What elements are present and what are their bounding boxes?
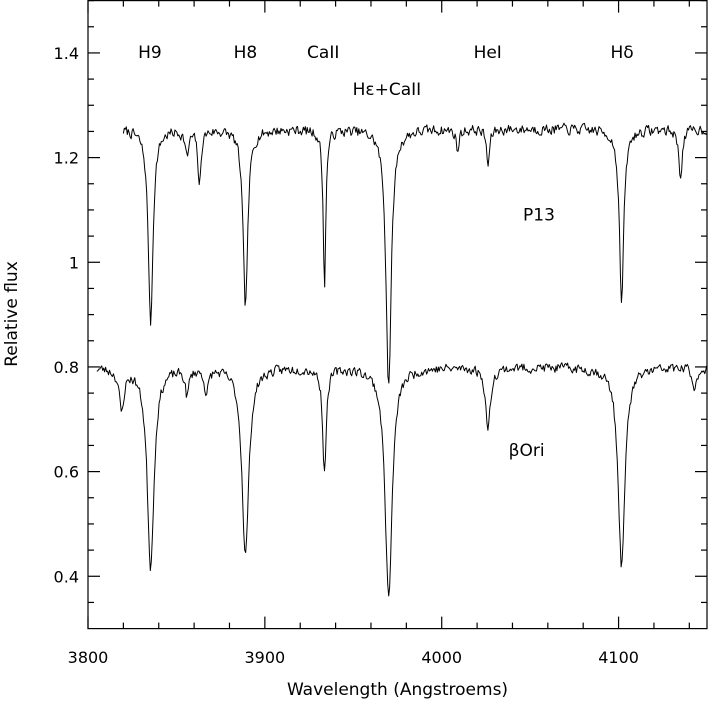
y-tick-label: 1.4 — [54, 44, 79, 63]
x-tick-label: 3900 — [244, 648, 285, 667]
spectrum-label: P13 — [523, 205, 555, 225]
spectrum-line — [96, 362, 708, 597]
spectral-line-label: H9 — [138, 43, 162, 63]
x-tick-label: 4000 — [421, 648, 462, 667]
x-tick-label: 3800 — [68, 648, 109, 667]
spectral-line-labels: H9 H8 CaII Hε+CaII HeI Hδ P13 βOri — [138, 43, 634, 461]
spectral-line-label: HeI — [474, 43, 502, 63]
spectrum-line — [122, 122, 708, 384]
x-axis-title: Wavelength (Angstroems) — [287, 680, 508, 700]
y-tick-label: 0.6 — [54, 463, 79, 482]
y-axis-title: Relative flux — [2, 261, 22, 367]
spectrum-label: βOri — [509, 441, 545, 461]
spectral-line-label: Hε+CaII — [353, 80, 422, 100]
spectra — [96, 122, 708, 597]
spectral-line-label: CaII — [307, 43, 339, 63]
spectral-line-label: Hδ — [611, 43, 634, 63]
y-tick-label: 1.2 — [54, 149, 79, 168]
spectral-line-label: H8 — [234, 43, 258, 63]
x-tick-label: 4100 — [598, 648, 639, 667]
y-tick-label: 1 — [69, 253, 79, 272]
y-tick-label: 0.4 — [54, 567, 79, 586]
axis-tick-labels: 3800 3900 4000 4100 0.4 0.6 0.8 1 1.2 1.4 — [54, 44, 639, 667]
y-tick-label: 0.8 — [54, 358, 79, 377]
plot-frame — [87, 0, 708, 630]
